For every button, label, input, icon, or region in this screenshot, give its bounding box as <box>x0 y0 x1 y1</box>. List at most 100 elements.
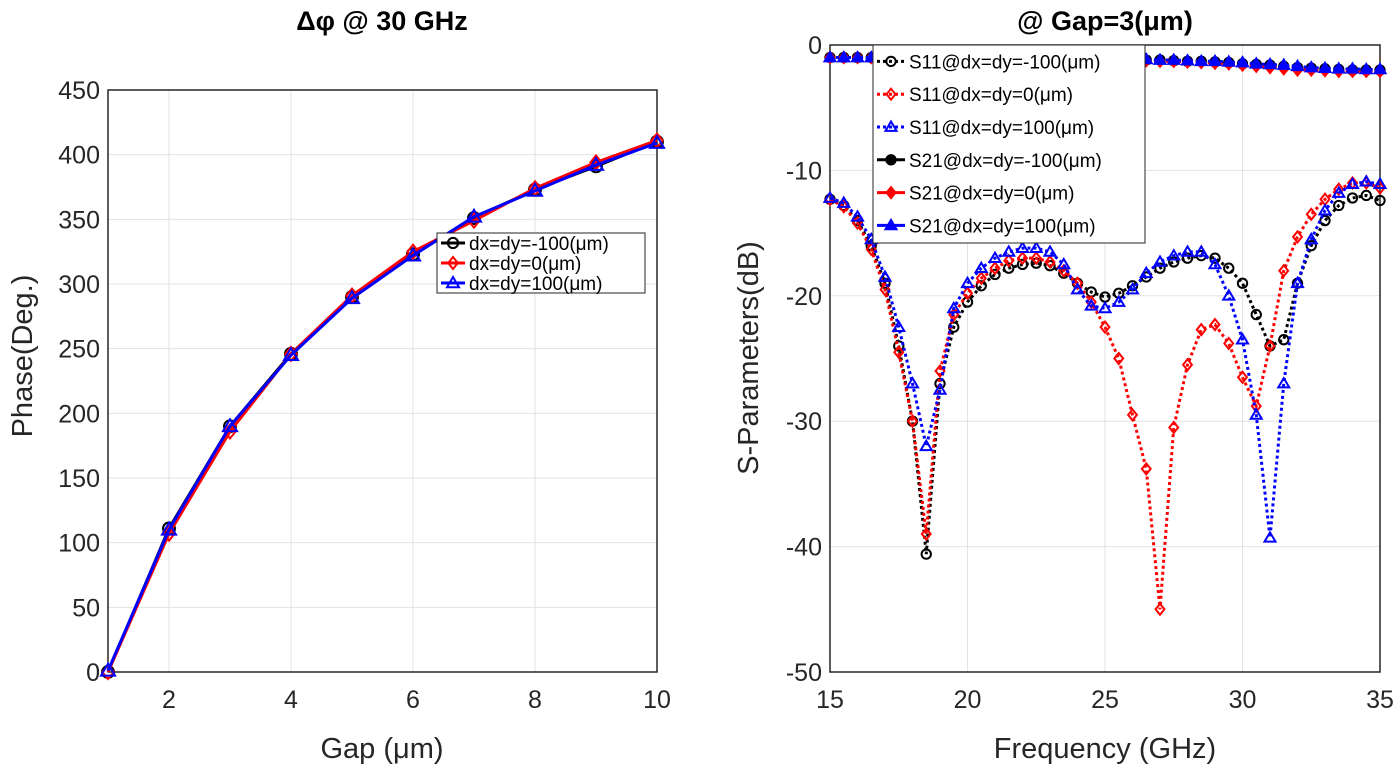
data-point-triangle <box>1317 203 1333 216</box>
chart-title: Δφ @ 30 GHz <box>296 6 468 36</box>
data-point-triangle <box>1235 55 1250 68</box>
legend-item: dx=dy=-100(μm) <box>441 234 609 255</box>
legend-label: dx=dy=0(μm) <box>469 254 581 275</box>
data-point-diamond <box>1374 180 1386 196</box>
chart-title: @ Gap=3(μm) <box>1017 6 1193 36</box>
data-point-diamond <box>1168 420 1180 435</box>
data-point-diamond <box>446 255 460 271</box>
data-point-diamond <box>1305 207 1317 222</box>
legend-box <box>436 232 646 294</box>
data-point-triangle <box>1331 185 1346 198</box>
data-point-triangle <box>836 195 851 208</box>
data-point-diamond <box>885 185 897 200</box>
legend-item: S11@dx=dy=100(μm) <box>877 118 1094 139</box>
data-point-diamond <box>1016 251 1029 266</box>
data-point-circle <box>1044 260 1056 272</box>
data-point-triangle <box>1042 244 1058 257</box>
data-point-triangle <box>987 250 1003 264</box>
data-point-triangle <box>1276 57 1291 70</box>
data-point-diamond <box>1333 182 1345 197</box>
data-point-triangle <box>883 119 899 132</box>
data-point-diamond <box>975 271 987 286</box>
y-tick-label: -30 <box>786 408 822 436</box>
data-point-diamond <box>1154 602 1166 617</box>
data-point-triangle <box>1152 52 1168 65</box>
data-point-triangle <box>1221 288 1236 301</box>
plot-area <box>108 90 657 672</box>
data-point-diamond <box>406 243 420 261</box>
data-point-circle <box>1154 262 1166 274</box>
data-point-triangle <box>1359 174 1374 187</box>
data-point-circle <box>885 55 897 68</box>
axes-box <box>107 89 658 673</box>
data-point-circle <box>1223 262 1235 274</box>
data-point-triangle <box>1262 530 1278 543</box>
data-point-circle <box>1250 308 1262 321</box>
data-point-diamond <box>1236 370 1249 385</box>
data-point-circle <box>1278 334 1290 346</box>
data-point-triangle <box>1015 240 1030 253</box>
data-point-triangle <box>877 269 893 282</box>
x-tick-label: 30 <box>1229 686 1257 714</box>
data-point-triangle <box>465 207 483 223</box>
data-point-triangle <box>1317 60 1333 74</box>
data-point-triangle <box>445 275 461 289</box>
series-3 <box>822 174 1388 543</box>
y-axis-label: S-Parameters(dB) <box>733 241 765 475</box>
series-line <box>106 141 658 672</box>
data-point-triangle <box>1152 254 1168 267</box>
y-tick-label: -20 <box>786 283 822 311</box>
data-point-triangle <box>1276 376 1291 389</box>
data-point-triangle <box>1290 275 1305 289</box>
y-tick-label: 0 <box>86 659 100 687</box>
data-point-triangle <box>1001 244 1016 257</box>
data-point-triangle <box>1070 282 1085 295</box>
series-1 <box>824 189 1386 560</box>
data-point-triangle <box>1249 407 1264 420</box>
data-point-triangle <box>1372 61 1388 75</box>
x-tick-label: 25 <box>1091 686 1119 714</box>
series-line <box>829 181 1381 610</box>
legend-label: S21@dx=dy=-100(μm) <box>909 151 1102 172</box>
y-tick-label: 200 <box>58 400 100 428</box>
data-point-diamond <box>1291 229 1304 244</box>
data-point-circle <box>893 340 905 352</box>
legend-label: S11@dx=dy=0(μm) <box>909 85 1073 106</box>
data-point-triangle <box>1345 176 1360 190</box>
data-point-triangle <box>1207 256 1223 270</box>
data-point-triangle <box>1207 53 1223 67</box>
data-point-triangle <box>1166 248 1181 261</box>
x-axis-label: Gap (μm) <box>320 733 443 765</box>
data-point-triangle <box>1111 294 1126 307</box>
y-tick-label: 0 <box>808 32 822 60</box>
y-tick-label: -40 <box>786 534 822 562</box>
series-3 <box>99 134 666 677</box>
data-point-diamond <box>1003 253 1015 268</box>
y-tick-label: 400 <box>58 142 100 170</box>
data-point-triangle <box>1180 244 1195 257</box>
data-point-triangle <box>1166 52 1181 65</box>
data-point-diamond <box>1264 338 1276 354</box>
legend-item: S21@dx=dy=0(μm) <box>877 184 1074 205</box>
data-point-triangle <box>822 190 838 203</box>
data-point-circle <box>446 236 460 250</box>
data-point-diamond <box>1181 357 1194 372</box>
x-tick-label: 10 <box>643 686 671 714</box>
data-point-triangle <box>1262 56 1278 70</box>
data-point-triangle <box>1139 265 1154 279</box>
data-point-triangle <box>1097 300 1113 314</box>
data-point-triangle <box>221 417 239 433</box>
data-point-diamond <box>223 422 237 441</box>
data-point-triangle <box>946 300 961 314</box>
x-axis-label: Frequency (GHz) <box>994 733 1216 765</box>
data-point-diamond <box>893 345 905 360</box>
data-point-triangle <box>1345 61 1360 74</box>
legend-label: dx=dy=-100(μm) <box>469 234 609 255</box>
x-tick-label: 35 <box>1366 686 1394 714</box>
legend-item: S21@dx=dy=100(μm) <box>877 216 1096 237</box>
data-point-triangle <box>1180 53 1195 66</box>
data-point-diamond <box>865 242 877 257</box>
legend-item: dx=dy=100(μm) <box>441 274 602 295</box>
data-point-circle <box>1319 214 1331 227</box>
data-point-diamond <box>1278 263 1290 278</box>
